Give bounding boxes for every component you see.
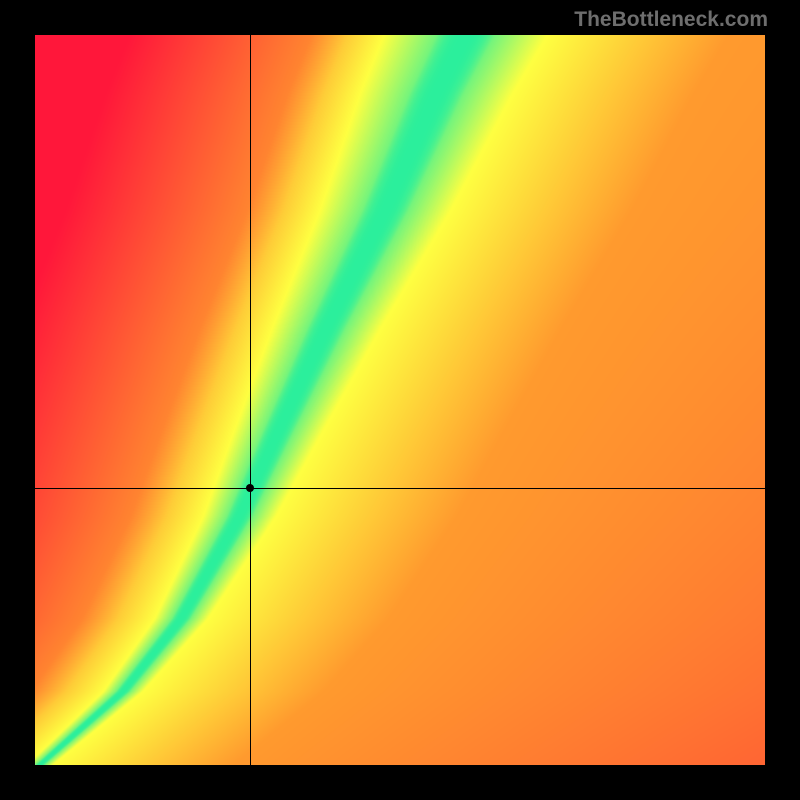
heatmap-canvas [35, 35, 765, 765]
crosshair-marker [246, 484, 254, 492]
crosshair-vertical [250, 35, 251, 765]
plot-area [35, 35, 765, 765]
watermark: TheBottleneck.com [574, 8, 768, 32]
crosshair-horizontal [35, 488, 765, 489]
